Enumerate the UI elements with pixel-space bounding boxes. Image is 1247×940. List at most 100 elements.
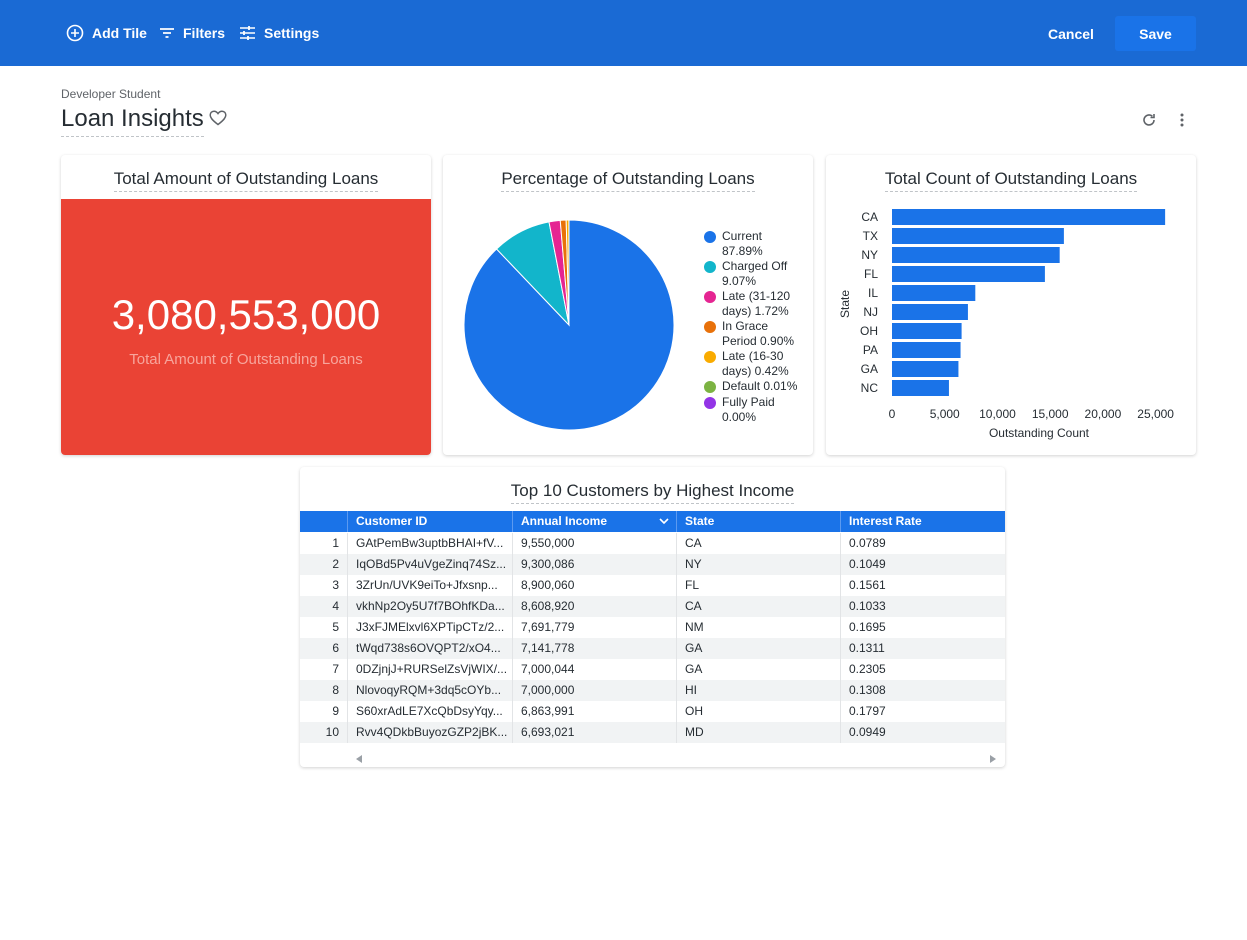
column-header-annual-income[interactable]: Annual Income	[512, 511, 676, 532]
add-tile-button[interactable]: Add Tile	[66, 0, 147, 66]
cancel-button[interactable]: Cancel	[1048, 25, 1094, 42]
sort-descending-icon[interactable]	[659, 517, 669, 525]
filters-label: Filters	[183, 25, 226, 41]
x-tick-label: 20,000	[1085, 407, 1122, 421]
customer-id-cell: GAtPemBw3uptbBHAI+fV...	[347, 533, 512, 554]
bar-ny[interactable]	[892, 247, 1060, 263]
legend-item-current[interactable]: Current 87.89%	[704, 229, 813, 259]
table-row[interactable]: 10 Rvv4QDkbBuyozGZP2jBK... 6,693,021 MD 0.09…	[300, 722, 1005, 743]
scroll-right-icon[interactable]	[988, 754, 998, 764]
x-tick-label: 0	[889, 407, 896, 421]
filters-button[interactable]: Filters	[159, 0, 225, 66]
bar-tile[interactable]: Total Count of Outstanding Loans CA TX NY F…	[826, 155, 1196, 455]
legend-dot	[704, 321, 716, 333]
annual-income-cell: 6,693,021	[512, 722, 676, 743]
customer-id-cell: IqOBd5Pv4uVgeZinq74Sz...	[347, 554, 512, 575]
table-header: Customer ID Annual Income State Interest…	[300, 511, 1005, 532]
scroll-left-icon[interactable]	[354, 754, 364, 764]
column-header-customer-id[interactable]: Customer ID	[347, 511, 512, 532]
state-cell: FL	[676, 575, 840, 596]
interest-rate-cell: 0.1033	[840, 596, 1005, 617]
x-tick-label: 5,000	[930, 407, 960, 421]
bar-tile-title: Total Count of Outstanding Loans	[826, 169, 1196, 192]
bar-nc[interactable]	[892, 380, 949, 396]
kpi-tile-title: Total Amount of Outstanding Loans	[61, 169, 431, 192]
interest-rate-cell: 0.1797	[840, 701, 1005, 722]
row-index: 8	[332, 683, 339, 697]
legend-item-in-grace[interactable]: In Grace Period 0.90%	[704, 319, 813, 349]
kpi-tile[interactable]: Total Amount of Outstanding Loans 3,080,…	[61, 155, 431, 455]
page-title[interactable]: Loan Insights	[61, 105, 204, 137]
bar-ca[interactable]	[892, 209, 1166, 225]
state-cell: CA	[676, 533, 840, 554]
bar-category-label: GA	[861, 362, 878, 376]
state-cell: CA	[676, 596, 840, 617]
bar-category-label: CA	[861, 210, 878, 224]
bar-tx[interactable]	[892, 228, 1064, 244]
table-row[interactable]: 4 vkhNp2Oy5U7f7BOhfKDa... 8,608,920 CA 0.103…	[300, 596, 1005, 617]
table-row[interactable]: 3 3ZrUn/UVK9eiTo+Jfxsnp... 8,900,060 FL 0.15…	[300, 575, 1005, 596]
legend-dot	[704, 261, 716, 273]
kebab-menu-icon[interactable]	[1176, 112, 1188, 128]
interest-rate-cell: 0.1308	[840, 680, 1005, 701]
customer-id-cell: J3xFJMElxvl6XPTipCTz/2...	[347, 617, 512, 638]
bar-fl[interactable]	[892, 266, 1045, 282]
legend-item-late-31-120[interactable]: Late (31-120 days) 1.72%	[704, 289, 813, 319]
bar-nj[interactable]	[892, 304, 968, 320]
legend-item-default[interactable]: Default 0.01%	[704, 379, 813, 394]
row-index: 9	[332, 704, 339, 718]
tune-icon	[240, 26, 255, 40]
row-index: 3	[332, 578, 339, 592]
x-axis-label: Outstanding Count	[989, 426, 1090, 440]
row-index: 2	[332, 557, 339, 571]
pie-tile[interactable]: Percentage of Outstanding Loans Current 8…	[443, 155, 813, 455]
row-index: 7	[332, 662, 339, 676]
table-tile[interactable]: Top 10 Customers by Highest Income Custo…	[300, 467, 1005, 767]
state-cell: NY	[676, 554, 840, 575]
customer-id-cell: vkhNp2Oy5U7f7BOhfKDa...	[347, 596, 512, 617]
breadcrumb[interactable]: Developer Student	[61, 87, 161, 101]
annual-income-cell: 7,000,044	[512, 659, 676, 680]
bar-chart[interactable]: CA TX NY FL IL NJ OH PA GA NC 0 5,000 10,000 15,000 20…	[826, 155, 1196, 455]
table-row[interactable]: 6 tWqd738s6OVQPT2/xO4... 7,141,778 GA 0.1311	[300, 638, 1005, 659]
interest-rate-cell: 0.0789	[840, 533, 1005, 554]
save-button[interactable]: Save	[1115, 16, 1196, 51]
column-header-interest-rate[interactable]: Interest Rate	[840, 511, 1005, 532]
heart-icon[interactable]	[209, 110, 227, 126]
legend-dot	[704, 381, 716, 393]
bar-ga[interactable]	[892, 361, 959, 377]
annual-income-cell: 9,550,000	[512, 533, 676, 554]
table-row[interactable]: 5 J3xFJMElxvl6XPTipCTz/2... 7,691,779 NM 0.1…	[300, 617, 1005, 638]
legend-item-late-16-30[interactable]: Late (16-30 days) 0.42%	[704, 349, 813, 379]
legend-item-charged-off[interactable]: Charged Off 9.07%	[704, 259, 813, 289]
table-row[interactable]: 1 GAtPemBw3uptbBHAI+fV... 9,550,000 CA 0.078…	[300, 533, 1005, 554]
bar-oh[interactable]	[892, 323, 962, 339]
add-tile-label: Add Tile	[92, 25, 147, 41]
table-row[interactable]: 8 NlovoqyRQM+3dq5cOYb... 7,000,000 HI 0.1308	[300, 680, 1005, 701]
table-row[interactable]: 2 IqOBd5Pv4uVgeZinq74Sz... 9,300,086 NY 0.10…	[300, 554, 1005, 575]
kpi-value: 3,080,553,000	[111, 291, 381, 338]
interest-rate-cell: 0.0949	[840, 722, 1005, 743]
interest-rate-cell: 0.1695	[840, 617, 1005, 638]
state-cell: MD	[676, 722, 840, 743]
bar-category-label: OH	[860, 324, 878, 338]
bar-category-label: IL	[868, 286, 878, 300]
customer-id-cell: tWqd738s6OVQPT2/xO4...	[347, 638, 512, 659]
table-row[interactable]: 7 0DZjnjJ+RURSelZsVjWIX/... 7,000,044 GA 0.2…	[300, 659, 1005, 680]
column-header-state[interactable]: State	[676, 511, 840, 532]
annual-income-cell: 9,300,086	[512, 554, 676, 575]
state-cell: HI	[676, 680, 840, 701]
bar-category-label: TX	[863, 229, 878, 243]
state-cell: GA	[676, 659, 840, 680]
customer-id-cell: S60xrAdLE7XcQbDsyYqy...	[347, 701, 512, 722]
interest-rate-cell: 0.1561	[840, 575, 1005, 596]
settings-button[interactable]: Settings	[239, 0, 319, 66]
bar-pa[interactable]	[892, 342, 961, 358]
filter-icon	[160, 28, 174, 38]
legend-item-fully-paid[interactable]: Fully Paid 0.00%	[704, 395, 813, 425]
settings-label: Settings	[264, 25, 320, 41]
table-row[interactable]: 9 S60xrAdLE7XcQbDsyYqy... 6,863,991 OH 0.179…	[300, 701, 1005, 722]
refresh-icon[interactable]	[1141, 112, 1157, 128]
bar-il[interactable]	[892, 285, 976, 301]
pie-chart[interactable]	[443, 155, 693, 455]
